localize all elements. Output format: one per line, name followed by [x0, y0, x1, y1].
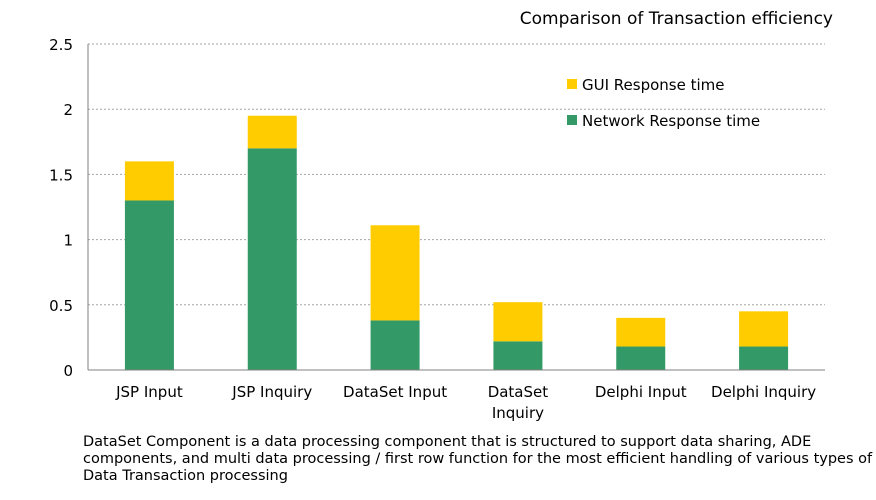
y-axis: 0 0.5 1 1.5 2 2.5: [49, 36, 89, 380]
bar-network-0: [124, 200, 174, 370]
legend-label: Network Response time: [582, 112, 760, 130]
bar-gui-5: [739, 311, 789, 347]
gridlines: [88, 43, 825, 306]
x-tick-label: JSP Input: [115, 383, 183, 401]
bar-gui-4: [616, 317, 666, 347]
chart-title: Comparison of Transaction efficiency: [520, 9, 833, 29]
x-tick-label: Inquiry: [492, 404, 544, 422]
y-tick-label: 2: [63, 101, 73, 119]
x-tick-label: DataSet Input: [343, 383, 447, 401]
chart-caption: DataSet Component is a data processing c…: [83, 434, 873, 484]
legend-swatch: [567, 115, 577, 125]
x-tick-label: Delphi Inquiry: [711, 383, 816, 401]
bar-network-2: [370, 320, 420, 370]
bar-gui-0: [124, 161, 174, 201]
y-tick-label: 0.5: [49, 297, 73, 315]
bar-network-5: [739, 346, 789, 370]
x-tick-label: JSP Inquiry: [231, 383, 312, 401]
bar-network-3: [493, 341, 543, 370]
bar-network-1: [247, 148, 297, 370]
y-tick-label: 0: [63, 362, 73, 380]
x-tick-label: Delphi Input: [595, 383, 687, 401]
bar-gui-3: [493, 302, 543, 342]
legend-swatch: [567, 79, 577, 89]
bar-gui-2: [370, 225, 420, 321]
stacked-bar-chart: Comparison of Transaction efficiency 0 0.…: [49, 9, 833, 422]
bars: [124, 115, 789, 370]
y-tick-label: 2.5: [49, 36, 73, 54]
y-tick-label: 1.5: [49, 166, 73, 184]
x-axis: JSP Input JSP Inquiry DataSet Input DataSet…: [88, 369, 825, 422]
legend: GUI Response time Network Response time: [567, 76, 760, 130]
bar-network-4: [616, 346, 666, 370]
y-tick-label: 1: [63, 232, 73, 250]
bar-gui-1: [247, 115, 297, 149]
x-tick-label: DataSet: [488, 383, 549, 401]
legend-label: GUI Response time: [582, 76, 725, 94]
